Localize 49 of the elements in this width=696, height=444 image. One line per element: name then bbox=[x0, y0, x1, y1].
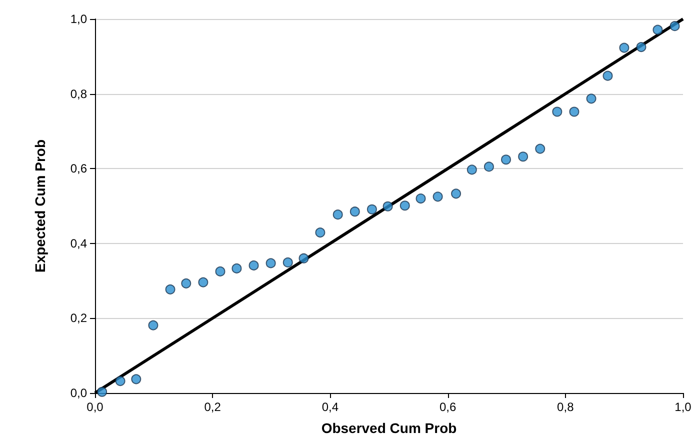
point bbox=[366, 204, 377, 214]
x-tick-label: 0,8 bbox=[557, 400, 574, 414]
point bbox=[432, 192, 443, 202]
point bbox=[315, 228, 326, 238]
x-tick-label: 0,4 bbox=[322, 400, 339, 414]
y-tick-label: 0,6 bbox=[70, 162, 88, 176]
x-tick-label: 0,6 bbox=[439, 400, 456, 414]
point bbox=[148, 320, 158, 330]
point bbox=[484, 162, 494, 172]
point bbox=[232, 263, 242, 274]
x-tick-label: 1,0 bbox=[674, 400, 692, 414]
point bbox=[586, 94, 596, 104]
point bbox=[298, 253, 309, 264]
y-tick-label: 1,0 bbox=[70, 12, 88, 26]
point bbox=[619, 42, 630, 53]
point bbox=[518, 152, 528, 162]
point bbox=[215, 266, 226, 276]
point bbox=[97, 386, 108, 397]
point bbox=[248, 260, 259, 270]
point bbox=[115, 376, 126, 386]
y-axis-title: Expected Cum Prob bbox=[32, 139, 48, 273]
point bbox=[400, 200, 410, 211]
point bbox=[569, 106, 580, 117]
point bbox=[198, 277, 208, 288]
point bbox=[282, 257, 293, 268]
y-tick-label: 0,8 bbox=[70, 86, 88, 101]
point bbox=[131, 374, 142, 384]
point bbox=[332, 210, 343, 220]
point bbox=[466, 164, 477, 175]
point bbox=[552, 106, 562, 117]
point bbox=[451, 188, 462, 199]
point bbox=[266, 258, 276, 268]
point bbox=[181, 278, 192, 288]
point bbox=[670, 21, 680, 32]
y-tick-label: 0,0 bbox=[70, 386, 88, 400]
point bbox=[636, 42, 646, 52]
y-tick-label: 0,4 bbox=[70, 236, 88, 250]
x-tick-label: 0,0 bbox=[86, 400, 104, 414]
point bbox=[652, 24, 663, 35]
point bbox=[602, 70, 613, 81]
point bbox=[501, 154, 512, 165]
point bbox=[382, 201, 393, 212]
point bbox=[535, 144, 546, 154]
point bbox=[350, 206, 360, 217]
point bbox=[416, 194, 426, 204]
y-tick-label: 0,2 bbox=[70, 311, 88, 326]
x-tick-label: 0,2 bbox=[204, 400, 222, 414]
point bbox=[165, 284, 176, 294]
x-axis-title: Observed Cum Prob bbox=[321, 420, 457, 436]
